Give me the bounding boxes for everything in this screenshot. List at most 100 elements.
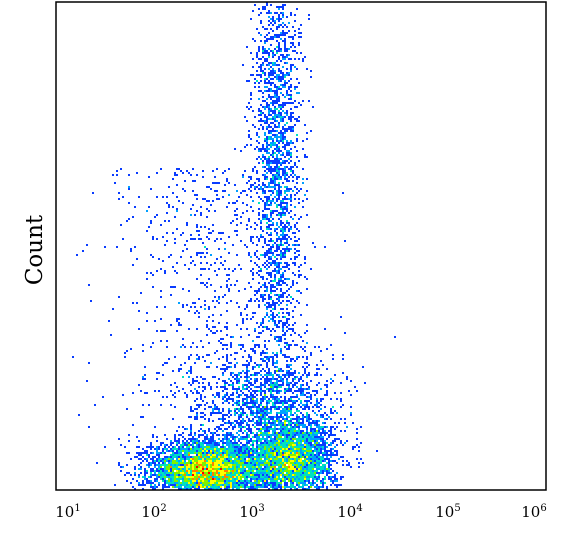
density-cell xyxy=(270,434,272,436)
density-cell xyxy=(254,380,256,382)
density-cell xyxy=(200,468,202,470)
density-cell xyxy=(298,230,300,232)
density-cell xyxy=(240,466,242,468)
density-cell xyxy=(280,440,282,442)
density-cell xyxy=(236,472,238,474)
density-cell xyxy=(190,468,192,470)
density-cell xyxy=(278,50,280,52)
density-cell xyxy=(282,274,284,276)
density-cell xyxy=(230,456,232,458)
density-cell xyxy=(292,128,294,130)
density-cell xyxy=(244,482,246,484)
density-cell xyxy=(306,432,308,434)
density-cell xyxy=(280,130,282,132)
density-cell xyxy=(204,442,206,444)
density-cell xyxy=(280,104,282,106)
density-cell xyxy=(284,442,286,444)
density-cell xyxy=(260,268,262,270)
density-cell xyxy=(248,442,250,444)
density-cell xyxy=(258,196,260,198)
density-cell xyxy=(262,278,264,280)
density-cell xyxy=(264,150,266,152)
density-cell xyxy=(222,442,224,444)
density-cell xyxy=(252,454,254,456)
density-cell xyxy=(146,454,148,456)
density-cell xyxy=(276,340,278,342)
density-cell xyxy=(262,298,264,300)
density-cell xyxy=(188,486,190,488)
density-cell xyxy=(306,446,308,448)
density-cell xyxy=(284,418,286,420)
density-cell xyxy=(270,172,272,174)
density-cell xyxy=(360,426,362,428)
density-cell xyxy=(268,262,270,264)
density-cell xyxy=(302,168,304,170)
density-cell xyxy=(280,70,282,72)
density-cell xyxy=(282,328,284,330)
density-cell xyxy=(278,172,280,174)
density-cell xyxy=(314,470,316,472)
density-cell xyxy=(190,480,192,482)
density-cell xyxy=(132,478,134,480)
density-cell xyxy=(332,426,334,428)
density-cell xyxy=(134,474,136,476)
density-cell xyxy=(284,4,286,6)
density-cell xyxy=(286,284,288,286)
density-cell xyxy=(294,472,296,474)
density-cell xyxy=(222,372,224,374)
density-cell xyxy=(256,364,258,366)
density-cell xyxy=(204,438,206,440)
density-cell xyxy=(274,426,276,428)
density-cell xyxy=(258,458,260,460)
density-cell xyxy=(274,110,276,112)
density-cell xyxy=(332,480,334,482)
density-cell xyxy=(274,126,276,128)
density-cell xyxy=(330,432,332,434)
density-cell xyxy=(288,248,290,250)
density-cell xyxy=(298,432,300,434)
density-cell xyxy=(288,462,290,464)
density-cell xyxy=(310,440,312,442)
density-cell xyxy=(284,482,286,484)
density-cell xyxy=(290,424,292,426)
density-cell xyxy=(258,218,260,220)
density-cell xyxy=(210,414,212,416)
density-cell xyxy=(302,432,304,434)
density-cell xyxy=(294,370,296,372)
density-cell xyxy=(274,442,276,444)
density-cell xyxy=(276,388,278,390)
density-cell xyxy=(296,78,298,80)
density-cell xyxy=(162,486,164,488)
density-cell xyxy=(150,474,152,476)
density-cell xyxy=(256,292,258,294)
density-cell xyxy=(234,452,236,454)
density-cell xyxy=(306,444,308,446)
density-cell xyxy=(272,254,274,256)
density-cell xyxy=(276,472,278,474)
density-cell xyxy=(298,32,300,34)
density-cell xyxy=(272,134,274,136)
density-cell xyxy=(198,482,200,484)
density-cell xyxy=(260,188,262,190)
density-cell xyxy=(320,428,322,430)
density-cell xyxy=(286,400,288,402)
density-cell xyxy=(266,414,268,416)
density-cell xyxy=(268,138,270,140)
density-cell xyxy=(270,264,272,266)
density-cell xyxy=(316,430,318,432)
density-cell xyxy=(306,460,308,462)
density-cell xyxy=(286,364,288,366)
density-cell xyxy=(230,446,232,448)
density-cell xyxy=(274,34,276,36)
density-cell xyxy=(180,470,182,472)
density-cell xyxy=(298,480,300,482)
density-cell xyxy=(276,78,278,80)
density-cell xyxy=(282,134,284,136)
density-cell xyxy=(218,456,220,458)
density-cell xyxy=(288,244,290,246)
density-cell xyxy=(242,470,244,472)
density-cell xyxy=(258,188,260,190)
density-cell xyxy=(198,458,200,460)
density-cell xyxy=(256,488,258,490)
density-cell xyxy=(214,480,216,482)
